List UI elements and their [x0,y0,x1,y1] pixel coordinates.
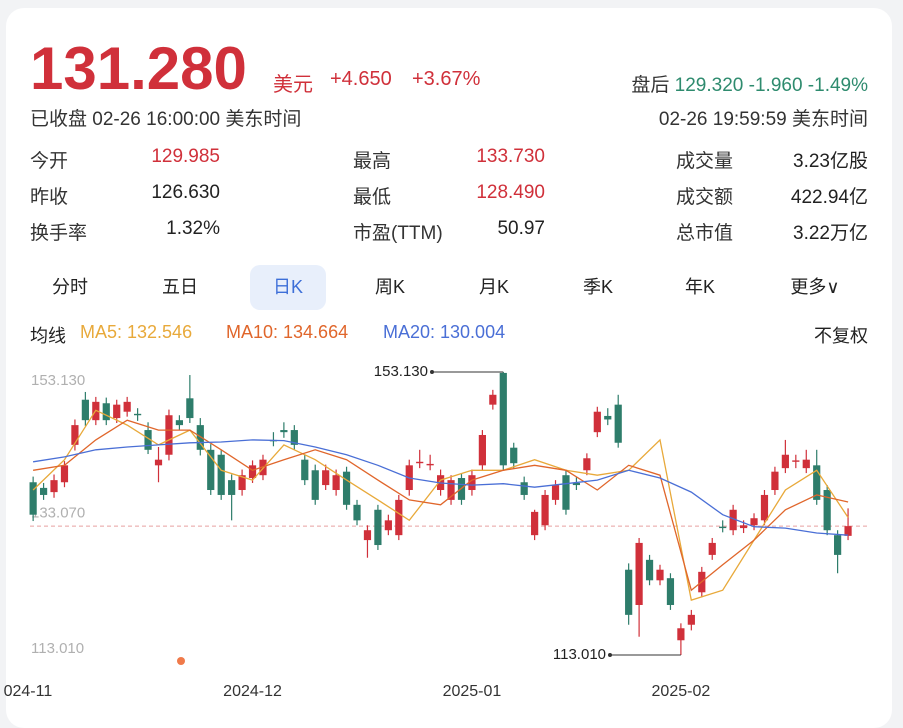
stat-value: 422.94亿 [790,187,868,208]
stat-value: 3.23亿股 [793,151,868,172]
stat-value: 129.985 [151,146,220,167]
stat-value: 126.630 [151,182,220,203]
currency: 美元 [273,74,313,96]
stat-label: 最高 [353,151,392,172]
change-pct: +3.67% [412,68,481,90]
stat-value: 3.22万亿 [793,223,868,244]
stat-label: 最低 [353,187,392,208]
tab[interactable]: 周K [374,277,405,297]
price: 131.280 [30,35,247,102]
tab[interactable]: 分时 [52,277,88,297]
stat-label: 总市值 [676,223,734,244]
after-hours: 盘后 129.320 -1.960 -1.49% [631,70,868,97]
stat-value: 133.730 [476,146,545,167]
stat-label: 今开 [30,151,69,172]
ma-legend: MA20: 130.004 [383,322,506,342]
stat-value: 50.97 [497,218,545,239]
tab[interactable]: 日K [250,265,326,310]
stat-label: 成交额 [676,187,734,208]
stat-label: 昨收 [30,187,69,208]
indicator-label: 均线 [30,326,66,346]
quote-card [6,8,892,728]
after-pct: -1.49% [807,75,868,96]
tab[interactable]: 年K [684,277,715,297]
after-label: 盘后 [631,75,670,96]
tab[interactable]: 季K [582,277,613,297]
tab[interactable]: 月K [478,277,509,297]
ma-legend: MA5: 132.546 [80,322,193,342]
status: 已收盘 02-26 16:00:00 美东时间 [30,109,302,130]
after-time: 02-26 19:59:59 美东时间 [658,109,868,130]
after-price: 129.320 [674,75,744,96]
ma-legend: MA10: 134.664 [226,322,349,342]
stat-label: 换手率 [30,223,88,244]
change: +4.650 [330,68,392,90]
stat-label: 市盈(TTM) [353,223,443,244]
adjust[interactable]: 不复权 [814,326,868,346]
after-change: -1.960 [748,75,803,96]
tab[interactable]: 五日 [162,277,198,297]
stat-label: 成交量 [676,151,734,172]
stat-value: 1.32% [166,218,220,239]
tab[interactable]: 更多∨ [790,277,840,297]
stat-value: 128.490 [476,182,545,203]
